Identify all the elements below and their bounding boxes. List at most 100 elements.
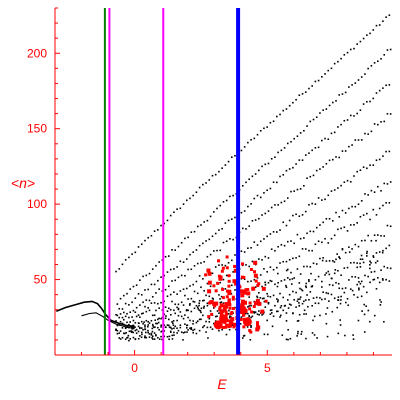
black-point xyxy=(274,156,276,159)
black-point xyxy=(253,241,256,243)
black-point xyxy=(202,326,204,329)
black-point xyxy=(354,139,357,141)
black-point xyxy=(344,91,347,94)
red-point xyxy=(218,305,222,309)
black-point xyxy=(247,247,249,250)
black-point xyxy=(283,147,286,149)
black-point xyxy=(232,194,234,197)
black-point xyxy=(330,237,333,240)
black-point xyxy=(166,271,169,273)
black-point xyxy=(144,331,147,334)
black-point xyxy=(148,333,151,335)
black-point xyxy=(382,155,384,157)
black-point xyxy=(171,280,173,282)
black-point xyxy=(290,271,292,274)
black-point xyxy=(203,305,205,308)
black-curves xyxy=(56,300,135,330)
black-point xyxy=(160,335,162,338)
black-point xyxy=(269,121,272,124)
red-point xyxy=(228,301,232,305)
black-point xyxy=(219,301,222,304)
black-point xyxy=(185,327,188,329)
red-point xyxy=(257,282,261,286)
black-point xyxy=(182,332,185,334)
black-point xyxy=(229,238,231,240)
black-point xyxy=(309,175,312,178)
black-point xyxy=(285,260,288,263)
black-point xyxy=(290,140,292,143)
black-point xyxy=(240,316,243,318)
red-point xyxy=(224,325,228,329)
black-point xyxy=(168,324,170,327)
black-point xyxy=(277,151,279,154)
black-point xyxy=(293,277,296,279)
black-point xyxy=(356,222,358,224)
black-point xyxy=(177,303,180,306)
black-point xyxy=(389,48,392,51)
black-point xyxy=(310,272,312,275)
black-point xyxy=(205,320,207,323)
black-point xyxy=(296,335,298,337)
black-point xyxy=(264,255,267,258)
black-point xyxy=(364,274,366,277)
black-point xyxy=(185,287,188,290)
black-point xyxy=(267,210,270,212)
black-point xyxy=(315,169,318,172)
black-point xyxy=(270,280,273,283)
black-point xyxy=(228,309,230,312)
black-point xyxy=(253,278,256,281)
black-point xyxy=(209,215,212,218)
black-point xyxy=(374,261,377,264)
black-point xyxy=(222,278,225,281)
black-point xyxy=(187,316,189,319)
black-point xyxy=(184,314,186,316)
black-point xyxy=(132,309,135,312)
black-point xyxy=(150,234,153,237)
black-point xyxy=(134,251,137,254)
black-point xyxy=(208,238,211,241)
black-point xyxy=(248,315,250,318)
black-point xyxy=(363,331,366,333)
black-point xyxy=(346,297,349,300)
black-point xyxy=(134,321,137,324)
black-point xyxy=(346,266,349,269)
black-point xyxy=(330,190,333,192)
black-point xyxy=(161,338,163,341)
black-point xyxy=(379,304,382,306)
black-point xyxy=(211,328,214,330)
red-point xyxy=(228,306,232,310)
black-point xyxy=(135,328,138,331)
black-point xyxy=(354,243,357,246)
black-point xyxy=(227,312,230,315)
black-point xyxy=(383,235,386,237)
black-point xyxy=(274,204,276,206)
black-point xyxy=(193,265,196,267)
red-point xyxy=(218,307,222,311)
black-point xyxy=(209,310,212,312)
black-point xyxy=(372,29,375,31)
black-point xyxy=(382,279,384,281)
black-point xyxy=(385,247,387,250)
black-point xyxy=(187,329,189,331)
black-point xyxy=(325,108,328,110)
black-point xyxy=(328,217,331,220)
black-point xyxy=(177,329,180,332)
black-point xyxy=(381,251,384,254)
red-point xyxy=(207,271,212,276)
red-point xyxy=(264,299,268,303)
black-point xyxy=(264,306,267,308)
black-point xyxy=(344,301,347,304)
black-point xyxy=(388,280,391,282)
black-point xyxy=(283,200,286,203)
black-point xyxy=(354,82,357,84)
black-point xyxy=(285,284,287,287)
black-point xyxy=(150,319,153,322)
black-point xyxy=(298,215,301,218)
black-point xyxy=(330,67,333,70)
black-point xyxy=(270,312,273,314)
black-point xyxy=(337,228,339,231)
black-point xyxy=(139,304,141,306)
black-point xyxy=(184,237,186,240)
black-point xyxy=(277,272,279,275)
black-point xyxy=(341,93,344,95)
